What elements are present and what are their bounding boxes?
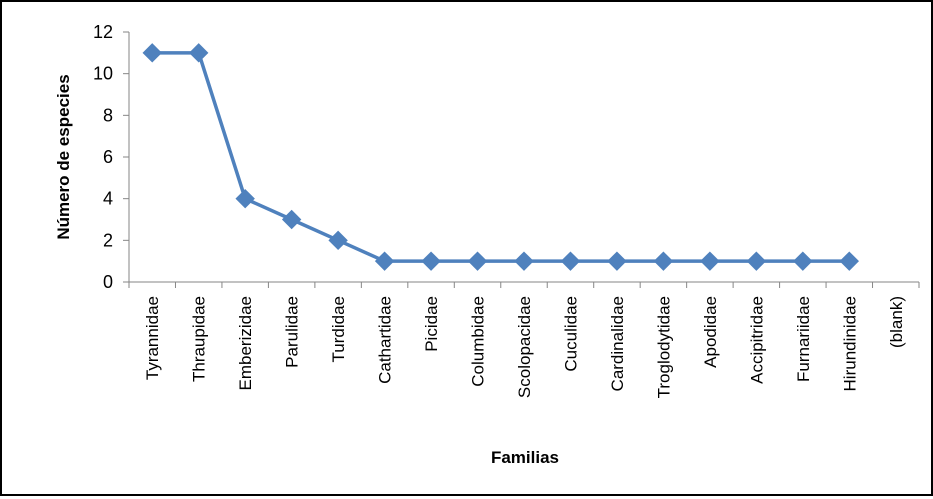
x-tick-label: Tyrannidae bbox=[143, 296, 162, 380]
data-point-marker bbox=[421, 251, 441, 271]
data-point-marker bbox=[607, 251, 627, 271]
data-point-marker bbox=[328, 230, 348, 251]
y-tick-label: 4 bbox=[103, 189, 113, 209]
data-point-marker bbox=[467, 251, 488, 271]
data-point-marker bbox=[142, 43, 162, 63]
x-tick-label: Accipitridae bbox=[747, 296, 766, 384]
series-line bbox=[152, 51, 850, 263]
x-tick-label: Columbidae bbox=[469, 296, 488, 387]
y-axis: 0 2 4 6 8 10 12 bbox=[93, 22, 130, 292]
y-tick-label: 2 bbox=[103, 230, 113, 250]
data-point-marker bbox=[839, 251, 860, 271]
data-point-marker bbox=[281, 209, 302, 230]
x-tick-label: Hirundinidae bbox=[840, 296, 859, 391]
data-point-marker bbox=[374, 251, 395, 271]
x-tick-label: Picidae bbox=[422, 296, 441, 352]
data-point-marker bbox=[560, 251, 581, 271]
series-line-group bbox=[142, 43, 860, 271]
y-tick-label: 12 bbox=[93, 22, 113, 42]
y-tick-label: 8 bbox=[103, 105, 113, 125]
data-point-marker bbox=[514, 251, 534, 271]
x-tick-label: Apodidae bbox=[701, 296, 720, 368]
x-tick-label: Cardinalidae bbox=[608, 296, 627, 391]
x-tick-label: Thraupidae bbox=[190, 296, 209, 382]
data-point-marker bbox=[188, 43, 209, 63]
x-tick-label: Turdidae bbox=[329, 296, 348, 362]
x-tick-label: Parulidae bbox=[283, 296, 302, 368]
x-axis-title: Familias bbox=[491, 448, 559, 467]
y-tick-label: 0 bbox=[103, 272, 113, 292]
x-tick-label: Furnariidae bbox=[794, 296, 813, 382]
data-point-marker bbox=[653, 251, 674, 271]
x-tick-label: Troglodytidae bbox=[654, 296, 673, 398]
y-tick-label: 10 bbox=[93, 64, 113, 84]
x-tick-label: Emberizidae bbox=[236, 296, 255, 391]
y-tick-label: 6 bbox=[103, 147, 113, 167]
x-tick-label: Scolopacidae bbox=[515, 296, 534, 398]
data-point-marker bbox=[793, 251, 813, 271]
x-tick-label: Cuculidae bbox=[561, 296, 580, 372]
data-point-marker bbox=[746, 251, 767, 271]
x-axis: Tyrannidae Thraupidae Emberizidae Parulidae… bbox=[128, 281, 920, 398]
x-tick-label: Cathartidae bbox=[376, 296, 395, 384]
data-point-marker bbox=[235, 188, 255, 209]
y-axis-title: Número de especies bbox=[54, 74, 73, 239]
data-point-marker bbox=[700, 251, 720, 271]
x-tick-label: (blank) bbox=[887, 296, 906, 348]
